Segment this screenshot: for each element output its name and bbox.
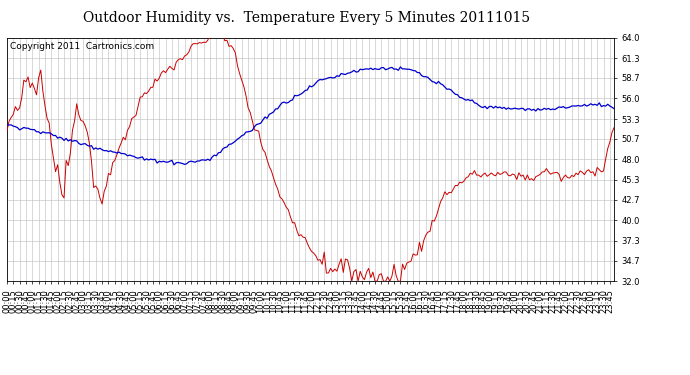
Text: Outdoor Humidity vs.  Temperature Every 5 Minutes 20111015: Outdoor Humidity vs. Temperature Every 5… <box>83 11 531 25</box>
Text: Copyright 2011  Cartronics.com: Copyright 2011 Cartronics.com <box>10 42 154 51</box>
